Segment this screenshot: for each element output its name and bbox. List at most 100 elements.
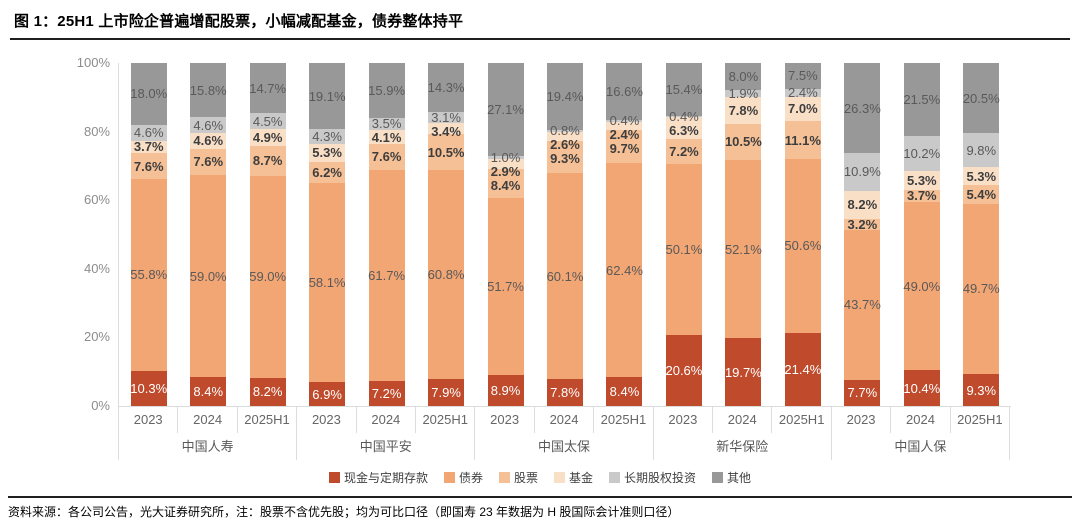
segment-cash-deposits (903, 370, 940, 406)
bar-value-label-cash-deposits: 19.7% (724, 364, 762, 380)
segment-other (606, 63, 643, 121)
bar-value-label-stocks: 6.2% (312, 164, 342, 180)
bar-value-label-lt-equity: 10.9% (843, 164, 881, 180)
bar-value-label-bonds: 55.8% (130, 267, 168, 283)
legend-swatch-bonds (443, 472, 455, 483)
bar-value-label-other: 18.0% (130, 86, 168, 102)
x-axis-year-label: 2023 (654, 406, 714, 433)
segment-lt-equity (368, 117, 405, 130)
y-axis-tick-label: 100% (76, 55, 110, 70)
bar-value-label-bonds: 58.1% (308, 275, 346, 291)
segment-funds (606, 121, 643, 130)
legend-item-other: 其他 (712, 469, 751, 486)
x-axis-year-label: 2025H1 (772, 406, 832, 433)
x-axis-company-label: 中国太保 (475, 433, 654, 460)
bar-value-label-stocks: 11.1% (784, 132, 821, 148)
segment-lt-equity (428, 112, 465, 123)
stacked-bar-g2-2024: 19.4% 0.8% 2.6% 9.3% 60.1% 7.8% (547, 63, 583, 406)
bar-value-label-stocks: 3.2% (847, 216, 878, 232)
bar-value-label-cash-deposits: 20.6% (665, 363, 703, 379)
y-axis-tick-label: 80% (83, 123, 110, 139)
stacked-bar-g4-2024: 21.5% 10.2% 5.3% 3.7% 49.0% 10.4% (903, 62, 941, 406)
bar-value-label-other: 15.4% (665, 81, 703, 97)
bar-value-label-lt-equity: 2.4% (788, 85, 818, 101)
segment-cash-deposits (130, 370, 167, 406)
segment-lt-equity (963, 133, 1000, 167)
bar-value-label-cash-deposits: 9.3% (966, 382, 997, 398)
segment-bonds (844, 229, 881, 380)
segment-funds (725, 96, 762, 124)
bar-value-label-cash-deposits: 21.4% (784, 361, 822, 377)
bar-value-label-stocks: 7.2% (669, 143, 699, 159)
bar-value-label-funds: 8.2% (847, 197, 878, 213)
bar-value-label-bonds: 43.7% (843, 297, 881, 313)
bar-value-label-stocks: 7.6% (133, 158, 164, 174)
bar-value-label-bonds: 51.7% (487, 279, 524, 295)
segment-stocks (665, 138, 702, 164)
x-axis-year-label: 2025H1 (594, 406, 654, 433)
segment-funds (249, 128, 286, 146)
segment-other (665, 63, 702, 116)
segment-lt-equity (903, 136, 940, 172)
x-axis-year-label: 2024 (713, 406, 773, 433)
bar-value-label-lt-equity: 4.5% (252, 113, 283, 129)
segment-funds (309, 143, 346, 162)
bar-value-label-lt-equity: 10.2% (903, 146, 941, 162)
x-axis-year-label: 2023 (832, 406, 892, 433)
segment-bonds (725, 159, 762, 339)
bar-value-label-other: 19.4% (546, 88, 584, 104)
segment-lt-equity (309, 128, 346, 144)
segment-stocks (784, 120, 821, 160)
segment-other (249, 63, 286, 114)
legend-label: 长期股权投资 (624, 471, 697, 485)
segment-funds (784, 96, 821, 121)
bar-value-label-lt-equity: 9.8% (966, 142, 997, 158)
legend-swatch-lt-equity (609, 472, 621, 483)
segment-bonds (963, 203, 1000, 375)
footer-divider (8, 496, 1072, 498)
stacked-bar-g3-2024: 8.0% 1.9% 7.8% 10.5% 52.1% 19.7% (724, 63, 762, 406)
bar-value-label-lt-equity: 4.6% (133, 125, 164, 141)
bar-value-label-lt-equity: 3.5% (371, 116, 402, 132)
segment-other (309, 63, 346, 129)
segment-stocks (606, 129, 643, 164)
segment-other (963, 63, 1000, 134)
bar-value-label-bonds: 61.7% (368, 267, 406, 283)
x-axis-year-label: 2024 (178, 406, 238, 433)
segment-other (368, 63, 405, 118)
bar-value-label-cash-deposits: 8.4% (609, 384, 640, 400)
legend-label: 股票 (513, 471, 538, 485)
bar-value-label-funds: 2.6% (550, 137, 580, 153)
bar-value-label-funds: 5.3% (312, 145, 342, 161)
x-axis-company-label: 中国平安 (297, 433, 476, 460)
stacked-bar-g0-2025H1: 14.7% 4.5% 4.9% 8.7% 59.0% 8.2% (249, 63, 286, 406)
bar-value-label-cash-deposits: 8.9% (490, 383, 521, 399)
bar-value-label-lt-equity: 4.6% (193, 117, 224, 133)
segment-bonds (190, 174, 227, 378)
segment-stocks (725, 123, 762, 160)
segment-other (190, 63, 227, 118)
segment-cash-deposits (547, 379, 583, 406)
y-axis-tick-label: 20% (83, 329, 110, 345)
segment-bonds (249, 175, 286, 378)
segment-cash-deposits (368, 381, 405, 406)
segment-stocks (190, 148, 227, 175)
bar-value-label-stocks: 9.7% (609, 141, 640, 157)
bar-value-label-funds: 2.9% (490, 164, 521, 180)
y-axis-tick-label: 0% (91, 398, 110, 413)
bar-value-label-other: 20.5% (962, 90, 1000, 106)
x-axis-years: 2023 2024 2025H1 2023 2024 2025H1 2023 2024 2025… (118, 406, 1011, 433)
segment-cash-deposits (249, 377, 286, 406)
bar-value-label-funds: 5.3% (966, 168, 997, 184)
stacked-bar-g1-2023: 19.1% 4.3% 5.3% 6.2% 58.1% 6.9% (308, 63, 346, 406)
plot-area: 18.0% 4.6% 3.7% 7.6% 55.8% 10.3% 15.8% 4.6% 4.6%… (118, 62, 1011, 407)
legend-item-funds: 基金 (554, 469, 593, 486)
bar-value-label-funds: 3.7% (133, 139, 164, 155)
segment-stocks (844, 218, 881, 230)
segment-cash-deposits (487, 375, 524, 406)
x-axis-companies: 中国人寿 中国平安 中国太保 新华保险 中国人保 (118, 433, 1011, 460)
x-axis-company-label: 中国人保 (832, 433, 1011, 460)
legend-swatch-cash-deposits (328, 472, 340, 483)
bar-value-label-lt-equity: 0.4% (669, 109, 699, 124)
title-divider (10, 38, 1070, 40)
